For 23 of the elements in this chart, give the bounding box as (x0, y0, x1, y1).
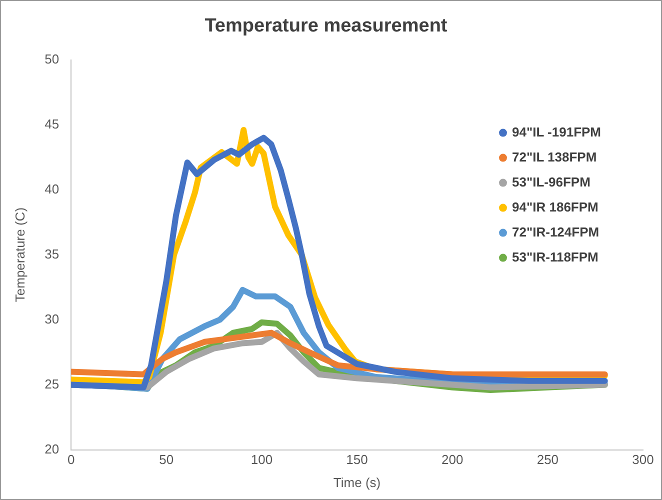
y-tick-label: 40 (44, 181, 60, 196)
x-tick-label: 250 (536, 452, 559, 468)
legend-label: 94"IL -191FPM (512, 124, 602, 140)
x-tick-label: 300 (632, 452, 654, 468)
y-tick-label: 20 (44, 441, 60, 456)
legend-label: 94"IR 186FPM (512, 199, 598, 214)
y-tick-label: 30 (44, 311, 60, 326)
x-tick-label: 100 (250, 452, 273, 468)
legend-label: 72"IR-124FPM (512, 224, 600, 240)
x-tick-label: 0 (67, 452, 75, 468)
x-tick-label: 200 (442, 452, 464, 468)
legend-label: 53"IL-96FPM (512, 174, 590, 190)
y-axis-title: Temperature (C) (12, 207, 28, 302)
x-axis-title: Time (s) (333, 474, 381, 490)
chart-title: Temperature measurement (204, 16, 448, 37)
y-tick-label: 35 (44, 246, 60, 262)
legend-label: 53"IR-118FPM (512, 249, 598, 264)
y-tick-label: 25 (44, 376, 60, 392)
y-tick-label: 45 (44, 116, 60, 132)
x-tick-label: 50 (159, 452, 174, 468)
y-tick-label: 50 (44, 51, 60, 66)
legend-label: 72"IL 138FPM (512, 149, 597, 164)
x-tick-label: 150 (346, 452, 368, 468)
